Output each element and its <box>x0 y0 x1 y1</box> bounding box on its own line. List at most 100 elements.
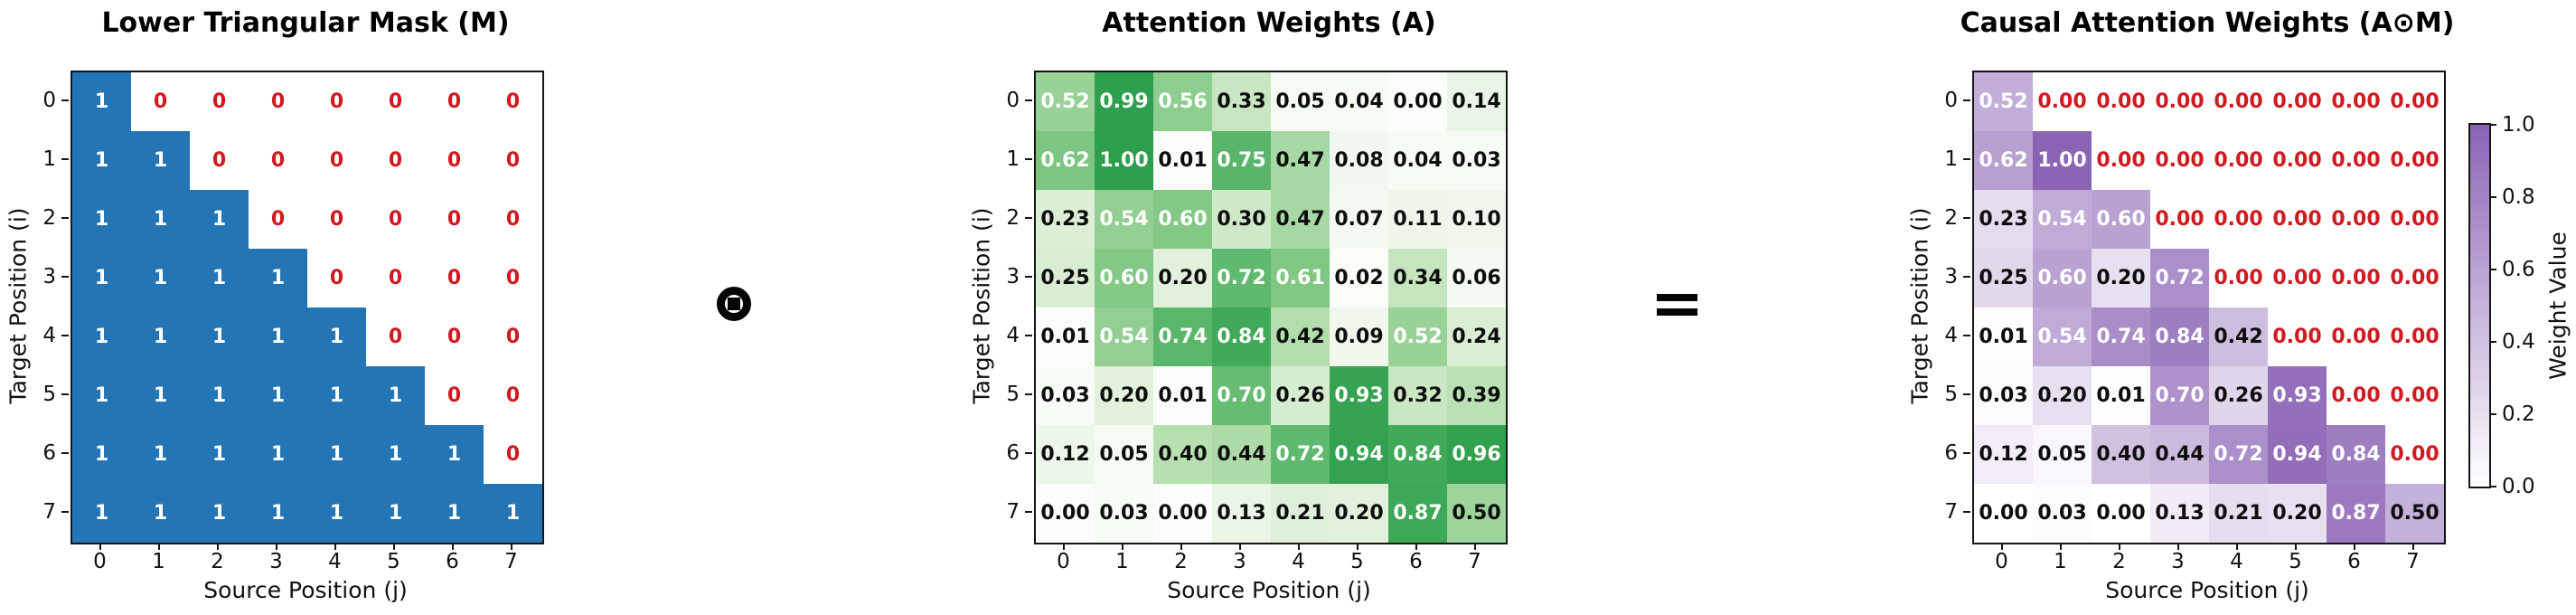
matrix-cell: 0.00 <box>2150 190 2209 249</box>
matrix-cell: 0.00 <box>2092 72 2150 131</box>
y-tick-mark <box>1025 393 1032 395</box>
matrix-cell: 0.14 <box>1447 72 1506 131</box>
colorbar-tick-mark <box>2489 486 2496 487</box>
matrix-cell: 0.00 <box>2327 72 2385 131</box>
y-tick-mark <box>61 216 69 219</box>
matrix-cell: 0.72 <box>1212 249 1271 308</box>
y-tick-label: 0 <box>42 88 56 112</box>
matrix-cell: 0.00 <box>1036 484 1095 543</box>
matrix-cell: 0 <box>484 425 542 484</box>
odot-operator-icon <box>717 287 751 321</box>
y-tick-label: 2 <box>42 205 56 230</box>
x-tick-label: 6 <box>2347 550 2361 573</box>
x-tick-mark <box>2118 543 2120 550</box>
matrix-cell: 1 <box>190 190 249 249</box>
x-tick-label: 6 <box>1409 550 1423 573</box>
matrix-cell: 0.50 <box>2385 484 2444 543</box>
matrix-cell: 0 <box>190 72 249 131</box>
matrix-cell: 0.00 <box>2209 249 2268 308</box>
matrix-cell: 1 <box>72 308 131 366</box>
matrix-cell: 0 <box>425 190 484 249</box>
y-tick-mark <box>1963 275 1970 278</box>
x-tick-mark <box>1062 543 1065 550</box>
matrix-cell: 0 <box>425 366 484 425</box>
x-tick-mark <box>1356 543 1359 550</box>
x-tick-label: 3 <box>1233 550 1246 573</box>
matrix-cell: 0.42 <box>1271 308 1330 366</box>
matrix-cell: 0.60 <box>2092 190 2150 249</box>
matrix-cell: 0 <box>425 249 484 308</box>
matrix-cell: 0.25 <box>1974 249 2033 308</box>
matrix-cell: 0.24 <box>1447 308 1506 366</box>
x-axis-label: Source Position (j) <box>1167 577 1371 603</box>
matrix-cell: 0.39 <box>1447 366 1506 425</box>
matrix-cell: 0.47 <box>1271 131 1330 190</box>
y-tick-label: 7 <box>42 499 56 524</box>
matrix-cell: 0.74 <box>1153 308 1212 366</box>
matrix-cell: 0.10 <box>1447 190 1506 249</box>
y-tick-label: 2 <box>1944 205 1958 230</box>
y-tick-mark <box>1025 216 1032 219</box>
y-tick-mark <box>1025 99 1032 101</box>
matrix-cell: 0.87 <box>1388 484 1447 543</box>
matrix-cell: 0.00 <box>2327 190 2385 249</box>
y-tick-mark <box>61 275 69 278</box>
matrix-cell: 1 <box>307 366 366 425</box>
equals-bar-bottom <box>1657 308 1697 316</box>
x-tick-mark <box>1180 543 1182 550</box>
matrix-cell: 0.62 <box>1036 131 1095 190</box>
y-tick-mark <box>1025 510 1032 513</box>
matrix-cell: 0 <box>249 190 307 249</box>
matrix-cell: 0.75 <box>1212 131 1271 190</box>
matrix-cell: 0.00 <box>2268 131 2327 190</box>
heatmap-grid-causal: 0.52 0.00 0.00 0.00 0.00 0.00 0.00 0.00 0.62 1.00… <box>1972 71 2446 544</box>
x-tick-label: 7 <box>2406 550 2420 573</box>
matrix-cell: 0.54 <box>1095 308 1153 366</box>
matrix-cell: 0.93 <box>2268 366 2327 425</box>
x-tick-label: 3 <box>269 550 283 573</box>
matrix-cell: 0.01 <box>1036 308 1095 366</box>
matrix-cell: 0.00 <box>2268 190 2327 249</box>
matrix-cell: 1 <box>131 131 190 190</box>
y-tick-mark <box>1963 99 1970 101</box>
x-tick-label: 4 <box>1292 550 1305 573</box>
colorbar-tick-mark <box>2489 269 2496 270</box>
matrix-cell: 0 <box>484 131 542 190</box>
matrix-cell: 0 <box>484 72 542 131</box>
x-tick-label: 2 <box>1174 550 1188 573</box>
matrix-cell: 0.03 <box>1095 484 1153 543</box>
matrix-cell: 0.74 <box>2092 308 2150 366</box>
matrix-cell: 0.20 <box>1095 366 1153 425</box>
matrix-cell: 0.00 <box>2209 131 2268 190</box>
x-tick-mark <box>1473 543 1476 550</box>
x-tick-mark <box>216 543 219 550</box>
x-tick-label: 6 <box>446 550 459 573</box>
matrix-cell: 0.47 <box>1271 190 1330 249</box>
x-tick-label: 2 <box>2112 550 2126 573</box>
matrix-cell: 0 <box>484 308 542 366</box>
matrix-cell: 0.00 <box>2150 72 2209 131</box>
matrix-cell: 0.70 <box>1212 366 1271 425</box>
matrix-cell: 0.42 <box>2209 308 2268 366</box>
y-tick-label: 5 <box>1944 382 1958 406</box>
y-tick-label: 3 <box>42 264 56 289</box>
x-axis-label: Source Position (j) <box>203 577 408 603</box>
x-tick-mark <box>2294 543 2297 550</box>
matrix-cell: 0.33 <box>1212 72 1271 131</box>
matrix-cell: 0.20 <box>1153 249 1212 308</box>
x-tick-label: 0 <box>1057 550 1070 573</box>
matrix-cell: 0.84 <box>1388 425 1447 484</box>
colorbar-tick-label: 0.0 <box>2502 475 2535 498</box>
matrix-cell: 0 <box>249 131 307 190</box>
matrix-cell: 0.00 <box>2385 72 2444 131</box>
matrix-cell: 1 <box>307 425 366 484</box>
x-tick-mark <box>392 543 395 550</box>
matrix-cell: 0.61 <box>1271 249 1330 308</box>
x-tick-label: 4 <box>328 550 342 573</box>
matrix-cell: 0.03 <box>1974 366 2033 425</box>
x-tick-label: 1 <box>2054 550 2067 573</box>
matrix-cell: 0.05 <box>2033 425 2092 484</box>
x-tick-label: 5 <box>2289 550 2302 573</box>
matrix-cell: 1 <box>366 425 425 484</box>
